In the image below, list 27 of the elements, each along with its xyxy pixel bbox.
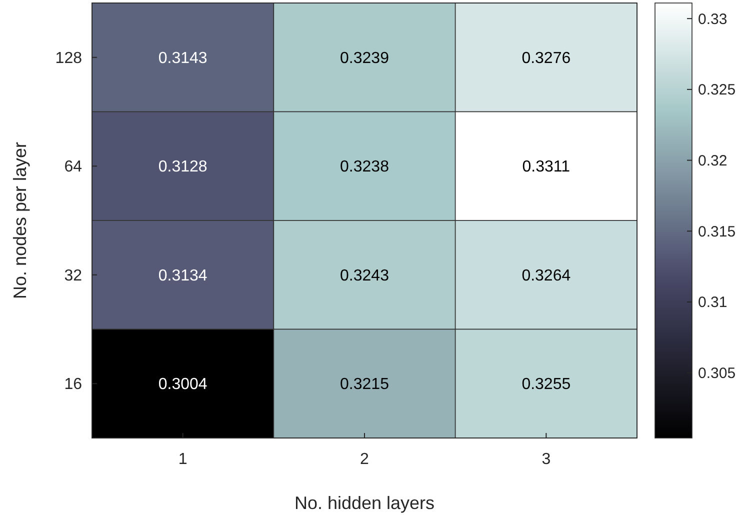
x-axis-title: No. hidden layers xyxy=(294,493,435,513)
data-label: 0.3239 xyxy=(340,50,390,67)
color-bar-label: 0.33 xyxy=(698,10,728,28)
data-label: 0.3243 xyxy=(340,267,390,284)
y-tick-label: 128 xyxy=(55,50,82,67)
data-label: 0.3238 xyxy=(340,158,390,176)
data-label: 0.3134 xyxy=(158,267,208,284)
data-label: 0.3311 xyxy=(522,158,570,176)
color-bar-label: 0.31 xyxy=(698,294,728,312)
data-label: 0.3264 xyxy=(522,267,571,284)
y-tick-label: 16 xyxy=(64,376,82,394)
x-tick-label: 3 xyxy=(542,451,551,468)
x-tick-label: 2 xyxy=(360,451,370,468)
data-label: 0.3143 xyxy=(158,50,208,67)
y-tick-label: 64 xyxy=(64,158,82,176)
data-label: 0.3128 xyxy=(158,158,208,176)
color-bar-label: 0.305 xyxy=(698,365,736,382)
x-tick-label: 1 xyxy=(178,451,188,468)
color-bar-label: 0.315 xyxy=(698,223,736,240)
y-axis-title: No. nodes per layer xyxy=(10,142,30,300)
data-label: 0.3215 xyxy=(340,376,390,394)
color-bar-label: 0.325 xyxy=(698,82,736,99)
data-label: 0.3004 xyxy=(158,376,208,394)
data-label: 0.3276 xyxy=(522,50,571,67)
y-tick-label: 32 xyxy=(64,267,82,284)
data-label: 0.3255 xyxy=(522,376,571,394)
color-bar-label: 0.32 xyxy=(698,152,728,170)
